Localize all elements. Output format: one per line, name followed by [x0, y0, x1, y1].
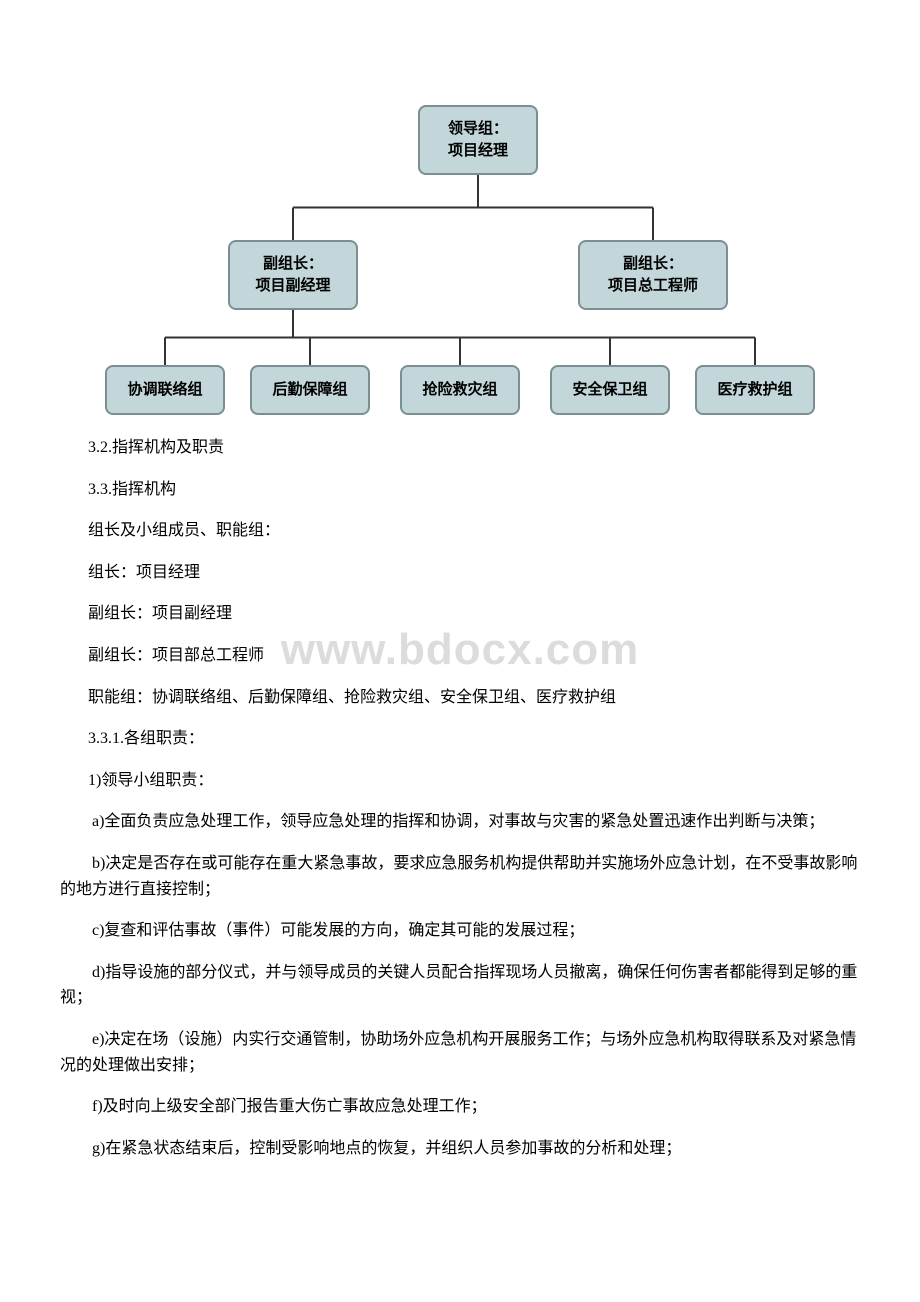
function-groups-label: 职能组：协调联络组、后勤保障组、抢险救灾组、安全保卫组、医疗救护组: [88, 685, 860, 711]
org-node-label: 副组长：: [623, 253, 683, 276]
org-node-label: 医疗救护组: [717, 379, 792, 402]
org-node-label: 项目经理: [448, 140, 508, 163]
org-node-root: 领导组：项目经理: [418, 105, 538, 175]
duty-b: b)决定是否存在或可能存在重大紧急事故，要求应急服务机构提供帮助并实施场外应急计…: [60, 851, 860, 902]
org-node-label: 项目副经理: [255, 275, 330, 298]
org-node-g4: 安全保卫组: [550, 365, 670, 415]
org-node-g5: 医疗救护组: [695, 365, 815, 415]
org-node-sub2: 副组长：项目总工程师: [578, 240, 728, 310]
org-node-label: 安全保卫组: [572, 379, 647, 402]
org-node-label: 副组长：: [263, 253, 323, 276]
org-node-g3: 抢险救灾组: [400, 365, 520, 415]
deputy-1-label: 副组长：项目副经理: [88, 601, 860, 627]
duty-d: d)指导设施的部分仪式，并与领导成员的关键人员配合指挥现场人员撤离，确保任何伤害…: [60, 960, 860, 1011]
org-node-sub1: 副组长：项目副经理: [228, 240, 358, 310]
org-chart-connectors: [80, 40, 840, 405]
org-chart: 领导组：项目经理副组长：项目副经理副组长：项目总工程师协调联络组后勤保障组抢险救…: [80, 40, 840, 405]
org-node-label: 抢险救灾组: [422, 379, 497, 402]
duty-f: f)及时向上级安全部门报告重大伤亡事故应急处理工作；: [60, 1094, 860, 1120]
org-node-label: 协调联络组: [127, 379, 202, 402]
org-node-label: 后勤保障组: [272, 379, 347, 402]
org-node-label: 领导组：: [448, 118, 508, 141]
deputy-2-label: 副组长：项目部总工程师: [88, 643, 860, 669]
section-3-3-heading: 3.3.指挥机构: [88, 477, 860, 503]
org-node-g1: 协调联络组: [105, 365, 225, 415]
duty-a: a)全面负责应急处理工作，领导应急处理的指挥和协调，对事故与灾害的紧急处置迅速作…: [60, 809, 860, 835]
org-node-g2: 后勤保障组: [250, 365, 370, 415]
duty-c: c)复查和评估事故（事件）可能发展的方向，确定其可能的发展过程；: [60, 918, 860, 944]
duties-heading: 1)领导小组职责：: [88, 768, 860, 794]
duty-g: g)在紧急状态结束后，控制受影响地点的恢复，并组织人员参加事故的分析和处理；: [60, 1136, 860, 1162]
section-3-3-1-heading: 3.3.1.各组职责：: [88, 726, 860, 752]
team-members-label: 组长及小组成员、职能组：: [88, 518, 860, 544]
section-3-2-heading: 3.2.指挥机构及职责: [88, 435, 860, 461]
org-node-label: 项目总工程师: [608, 275, 698, 298]
leader-label: 组长：项目经理: [88, 560, 860, 586]
duty-e: e)决定在场（设施）内实行交通管制，协助场外应急机构开展服务工作；与场外应急机构…: [60, 1027, 860, 1078]
